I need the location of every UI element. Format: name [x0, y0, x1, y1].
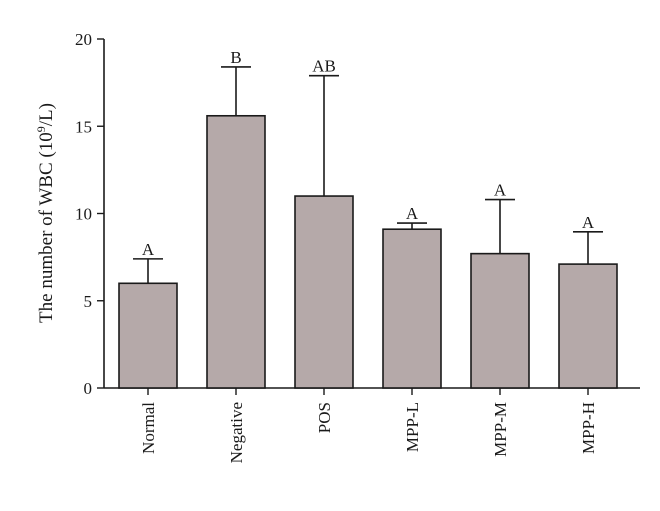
- bar: [382, 228, 442, 389]
- plot-area: 0 5 10 15 20 A Normal B Negative AB POS A MPP-L A MPP-…: [75, 30, 618, 463]
- significance-label: B: [230, 48, 241, 67]
- bar: [206, 114, 266, 389]
- bar: [294, 195, 354, 389]
- x-tick-label: MPP-H: [579, 402, 598, 454]
- significance-label: A: [582, 213, 595, 232]
- x-tick-label: Normal: [139, 402, 158, 454]
- x-tick-label: POS: [315, 402, 334, 433]
- y-tick-label: 10: [75, 205, 92, 224]
- x-tick-label: MPP-M: [491, 402, 510, 457]
- y-axis-label-superscript: 9: [34, 126, 48, 132]
- y-tick-label: 0: [84, 379, 93, 398]
- y-tick-label: 20: [75, 30, 92, 49]
- bar: [118, 282, 178, 389]
- bar: [558, 263, 618, 389]
- significance-label: A: [406, 204, 419, 223]
- y-tick-label: 15: [75, 117, 92, 136]
- y-tick-label: 5: [84, 292, 93, 311]
- significance-label: A: [142, 240, 155, 259]
- x-tick-label: MPP-L: [403, 402, 422, 452]
- significance-label: AB: [312, 57, 336, 76]
- bar: [470, 252, 530, 389]
- y-axis-label: The number of WBC (109/L): [34, 103, 57, 323]
- significance-label: A: [494, 181, 507, 200]
- x-tick-label: Negative: [227, 402, 246, 463]
